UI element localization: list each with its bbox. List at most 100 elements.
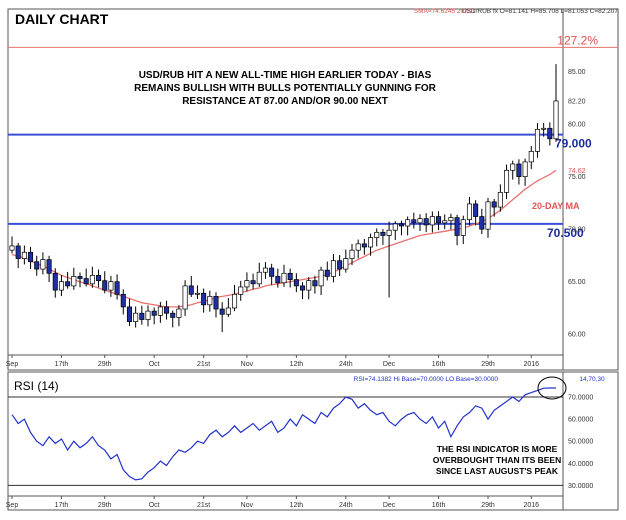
- candle-body: [219, 308, 225, 315]
- candle-body: [232, 293, 238, 309]
- candle-body: [225, 307, 231, 315]
- candle: [361, 238, 367, 255]
- candle: [293, 273, 299, 293]
- rsi-x-tick: 17th: [55, 502, 69, 509]
- candle: [15, 242, 21, 269]
- candle-body: [324, 269, 330, 277]
- rsi-annotation: THE RSI INDICATOR IS MORE OVERBOUGHT THA…: [433, 444, 561, 476]
- candle: [65, 271, 71, 289]
- candle-body: [534, 128, 540, 152]
- candle-body: [479, 216, 485, 230]
- candle: [522, 158, 528, 186]
- candle-body: [411, 219, 417, 224]
- candle-body: [9, 245, 15, 251]
- candle: [368, 233, 374, 256]
- candle: [89, 266, 95, 288]
- candle: [485, 197, 491, 238]
- candle-body: [541, 127, 547, 130]
- price-y-tick: 60.00: [568, 332, 586, 339]
- candle-body: [28, 251, 34, 263]
- candle-body: [256, 271, 262, 285]
- price-y-axis: 85.00 80.00 75.00 70.00 65.00 60.00: [568, 69, 586, 339]
- candle-body: [318, 269, 324, 287]
- candle-body: [194, 292, 200, 295]
- candle-body: [374, 231, 380, 238]
- price-x-tick: Nov: [241, 361, 254, 368]
- ma-label: 20-DAY MA: [532, 201, 580, 211]
- candle-body: [151, 310, 157, 316]
- candle: [188, 276, 194, 298]
- candle: [398, 220, 404, 236]
- chart-title: DAILY CHART: [15, 11, 109, 27]
- candle: [411, 212, 417, 229]
- ohlc-readout: USD/RUB fx O=81.141 H=85.708 L=81.053 C=…: [462, 8, 618, 15]
- candle: [380, 229, 386, 245]
- candle: [77, 272, 83, 288]
- candle-body: [528, 151, 534, 163]
- candle: [164, 300, 170, 320]
- candle: [213, 292, 219, 318]
- candle-body: [58, 281, 64, 291]
- candle: [553, 64, 559, 142]
- rsi-y-axis: 70.0000 60.0000 50.0000 40.0000 30.0000: [568, 395, 593, 490]
- candle: [194, 285, 200, 299]
- candle: [157, 301, 163, 323]
- candle: [324, 261, 330, 281]
- sma-readout: SMA=74.6245 20,0,1: [414, 8, 476, 15]
- rsi-y-tick: 40.0000: [568, 461, 593, 468]
- candle: [176, 305, 182, 327]
- candle: [34, 255, 40, 276]
- candle-body: [77, 276, 83, 279]
- candle-body: [213, 296, 219, 310]
- candle-body: [355, 243, 361, 251]
- candle: [269, 263, 275, 285]
- candle-body: [15, 245, 21, 259]
- candle: [120, 289, 126, 315]
- candle-body: [368, 237, 374, 248]
- candle-body: [238, 286, 244, 295]
- candle: [343, 249, 349, 273]
- price-panel-frame: [7, 8, 619, 371]
- candle: [145, 305, 151, 327]
- rsi-panel-frame: [7, 371, 619, 511]
- rsi-y-tick: 60.0000: [568, 417, 593, 424]
- rsi-x-tick: Oct: [149, 502, 160, 509]
- candle-body: [504, 169, 510, 193]
- candle: [497, 184, 503, 212]
- rsi-annotation-line-3: SINCE LAST AUGUST'S PEAK: [436, 466, 559, 476]
- candle: [9, 236, 15, 254]
- candle: [547, 122, 553, 146]
- candle: [40, 252, 46, 275]
- candle-body: [343, 258, 349, 270]
- candle: [207, 290, 213, 312]
- rsi-y-tick: 50.0000: [568, 439, 593, 446]
- rsi-line: [11, 387, 556, 481]
- candle: [21, 245, 27, 265]
- rsi-x-tick: Nov: [241, 502, 254, 509]
- candle: [479, 208, 485, 235]
- candle-body: [460, 219, 466, 236]
- rsi-readout: RSI=74.1382 Hi Base=70.0000 LO Base=30.0…: [354, 376, 499, 383]
- candle-body: [306, 280, 312, 291]
- candle-body: [485, 201, 491, 230]
- candle: [256, 262, 262, 287]
- candle: [114, 274, 120, 300]
- price-x-tick: 17th: [55, 361, 69, 368]
- candle-body: [293, 279, 299, 287]
- rsi-y-tick: 70.0000: [568, 395, 593, 402]
- candle-body: [40, 259, 46, 270]
- candle: [232, 284, 238, 312]
- rsi-x-tick: Sep: [6, 502, 19, 509]
- candle: [417, 214, 423, 232]
- candle-body: [429, 216, 435, 226]
- candle-body: [188, 285, 194, 295]
- rsi-annotation-line-1: THE RSI INDICATOR IS MORE: [437, 444, 558, 454]
- candle-body: [145, 310, 151, 320]
- candle-body: [312, 280, 318, 287]
- candle-body: [83, 278, 89, 285]
- candle-body: [448, 217, 454, 222]
- rsi-x-tick: 24th: [339, 502, 353, 509]
- candle: [330, 253, 336, 283]
- candle: [306, 277, 312, 300]
- candle-body: [250, 280, 256, 285]
